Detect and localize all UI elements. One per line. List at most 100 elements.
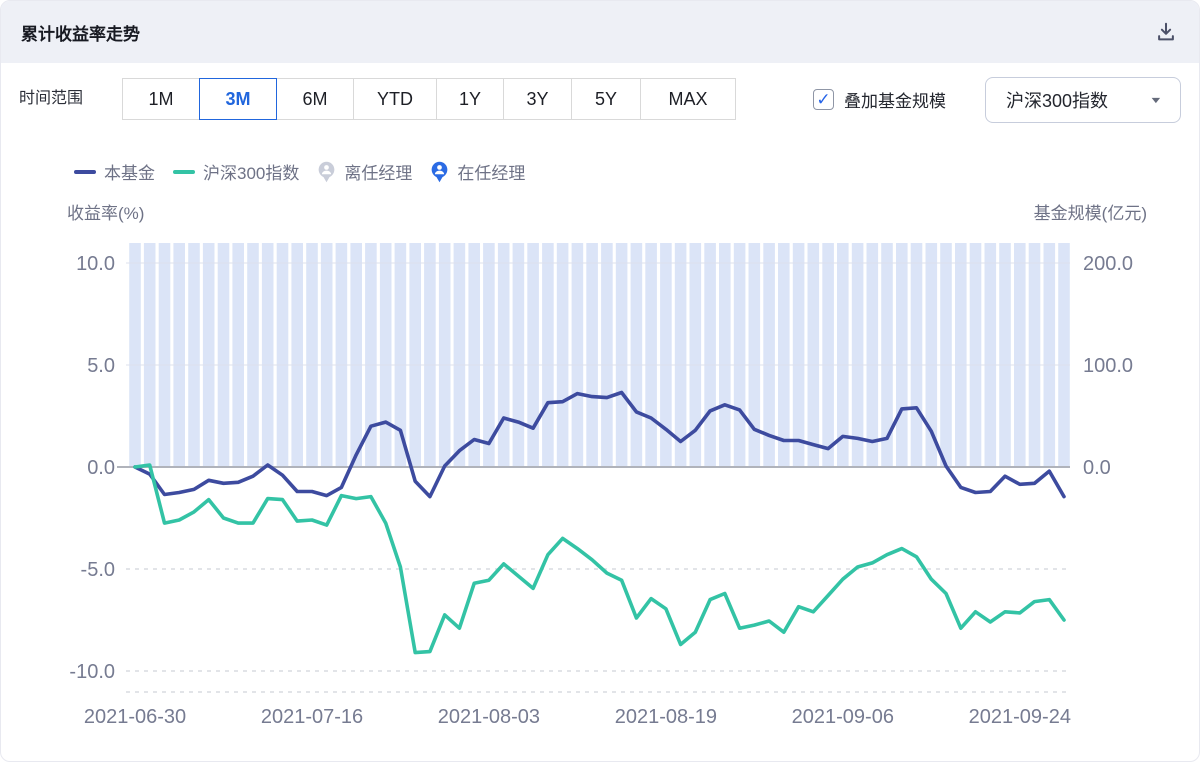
fund-size-bar: [660, 243, 672, 467]
fund-size-bar: [822, 243, 834, 467]
fund-size-bar: [1028, 243, 1041, 467]
fund-size-bar: [468, 243, 480, 467]
fund-size-bar: [984, 243, 997, 467]
fund-size-bar: [129, 243, 141, 467]
benchmark-select-value: 沪深300指数: [1006, 91, 1109, 111]
series-本基金: [133, 390, 1066, 499]
y-axis-tick-left: 0.0: [87, 457, 115, 479]
fund-size-bar: [483, 243, 495, 467]
legend-item-fund[interactable]: 本基金: [74, 159, 155, 184]
fund-size-bar: [778, 243, 790, 467]
range-button-1y[interactable]: 1Y: [436, 78, 504, 120]
legend-label: 沪深300指数: [203, 164, 300, 183]
legend-label: 在任经理: [457, 164, 526, 183]
fund-size-bar: [320, 243, 333, 467]
fund-size-bar: [586, 243, 598, 467]
fund-size-bar: [497, 243, 510, 467]
fund-size-bar: [674, 243, 687, 467]
fund-size-bar: [394, 243, 407, 467]
fund-size-bar: [630, 243, 643, 467]
left-axis-title: 收益率(%): [67, 204, 145, 223]
x-axis-tick: 2021-06-30: [84, 706, 186, 728]
benchmark-select[interactable]: 沪深300指数 ▼: [985, 77, 1181, 123]
chart-legend: 本基金 沪深300指数 离任经理 在任经理: [74, 159, 525, 184]
fund-size-bar: [807, 243, 820, 467]
legend-item-current-manager[interactable]: 在任经理: [430, 159, 525, 184]
fund-size-bar: [379, 243, 392, 467]
legend-label: 离任经理: [344, 164, 413, 183]
legend-label: 本基金: [104, 164, 155, 183]
fund-size-bar: [645, 243, 657, 467]
chevron-down-icon: ▼: [1148, 94, 1164, 106]
fund-size-bar: [424, 243, 436, 467]
page-title: 累计收益率走势: [21, 24, 140, 44]
x-axis-tick: 2021-09-06: [792, 706, 894, 728]
fund-size-bar: [173, 243, 185, 467]
fund-size-bar: [571, 243, 584, 467]
range-button-1m[interactable]: 1M: [122, 78, 200, 120]
fund-size-bar: [350, 243, 362, 467]
fund-size-bar: [202, 243, 215, 467]
y-axis-tick-right: 0.0: [1083, 457, 1111, 479]
fund-size-bar: [969, 243, 982, 467]
fund-size-bar: [719, 243, 731, 467]
fund-size-bar: [438, 243, 451, 467]
x-axis-tick: 2021-07-16: [261, 706, 363, 728]
series-沪深300指数: [133, 463, 1066, 655]
fund-size-bar: [704, 243, 716, 467]
fund-size-bar: [276, 243, 289, 467]
fund-size-bar: [999, 243, 1011, 467]
fund-line-swatch: [74, 169, 96, 174]
legend-item-former-manager[interactable]: 离任经理: [317, 159, 412, 184]
y-axis-tick-left: -5.0: [81, 559, 115, 581]
former-manager-pin-icon: [319, 161, 335, 182]
fund-size-bar: [232, 243, 244, 467]
range-button-5y[interactable]: 5Y: [571, 78, 641, 120]
y-axis-tick-left: 5.0: [87, 355, 115, 377]
legend-item-index[interactable]: 沪深300指数: [173, 159, 299, 184]
fund-size-bar: [792, 243, 805, 467]
y-axis-tick-left: -10.0: [69, 661, 115, 683]
fund-size-bar: [601, 243, 613, 467]
range-button-3m[interactable]: 3M: [199, 78, 277, 120]
range-button-ytd[interactable]: YTD: [353, 78, 437, 120]
fund-size-bar: [261, 243, 274, 467]
fund-size-bar: [1043, 243, 1056, 467]
download-icon: [1158, 22, 1174, 41]
time-range-button-group: 1M 3M 6M YTD 1Y 3Y 5Y MAX: [122, 78, 736, 120]
overlay-checkbox[interactable]: ✓: [813, 88, 834, 110]
fund-size-bar: [306, 243, 318, 467]
x-axis-tick: 2021-09-24: [969, 706, 1071, 728]
fund-size-bar: [158, 243, 171, 467]
fund-size-bar: [881, 243, 893, 467]
x-axis-tick: 2021-08-19: [615, 706, 717, 728]
fund-size-bar: [512, 243, 525, 467]
y-axis-tick-right: 100.0: [1083, 355, 1133, 377]
range-button-max[interactable]: MAX: [640, 78, 736, 120]
fund-size-bar: [527, 243, 539, 467]
overlay-checkbox-row: ✓ 叠加基金规模: [813, 78, 946, 120]
card-header: 累计收益率走势: [1, 1, 1199, 63]
y-axis-tick-left: 10.0: [76, 253, 115, 275]
fund-size-bar: [188, 243, 200, 467]
fund-size-bar: [763, 243, 775, 467]
fund-size-bar: [837, 243, 849, 467]
fund-size-bar: [409, 243, 421, 467]
download-button[interactable]: [1153, 19, 1179, 45]
fund-size-bar: [851, 243, 864, 467]
fund-size-bar: [689, 243, 702, 467]
check-icon: ✓: [816, 89, 831, 109]
fund-size-bar: [365, 243, 377, 467]
fund-size-bar: [615, 243, 628, 467]
time-range-label: 时间范围: [19, 90, 84, 107]
range-button-6m[interactable]: 6M: [276, 78, 354, 120]
fund-size-bar: [748, 243, 761, 467]
fund-size-bar: [940, 243, 952, 467]
fund-size-bar: [542, 243, 554, 467]
current-manager-pin-icon: [432, 161, 448, 182]
fund-size-bar: [955, 243, 967, 467]
fund-size-bar: [1058, 243, 1070, 467]
range-button-3y[interactable]: 3Y: [503, 78, 572, 120]
overlay-checkbox-label: 叠加基金规模: [844, 91, 946, 111]
